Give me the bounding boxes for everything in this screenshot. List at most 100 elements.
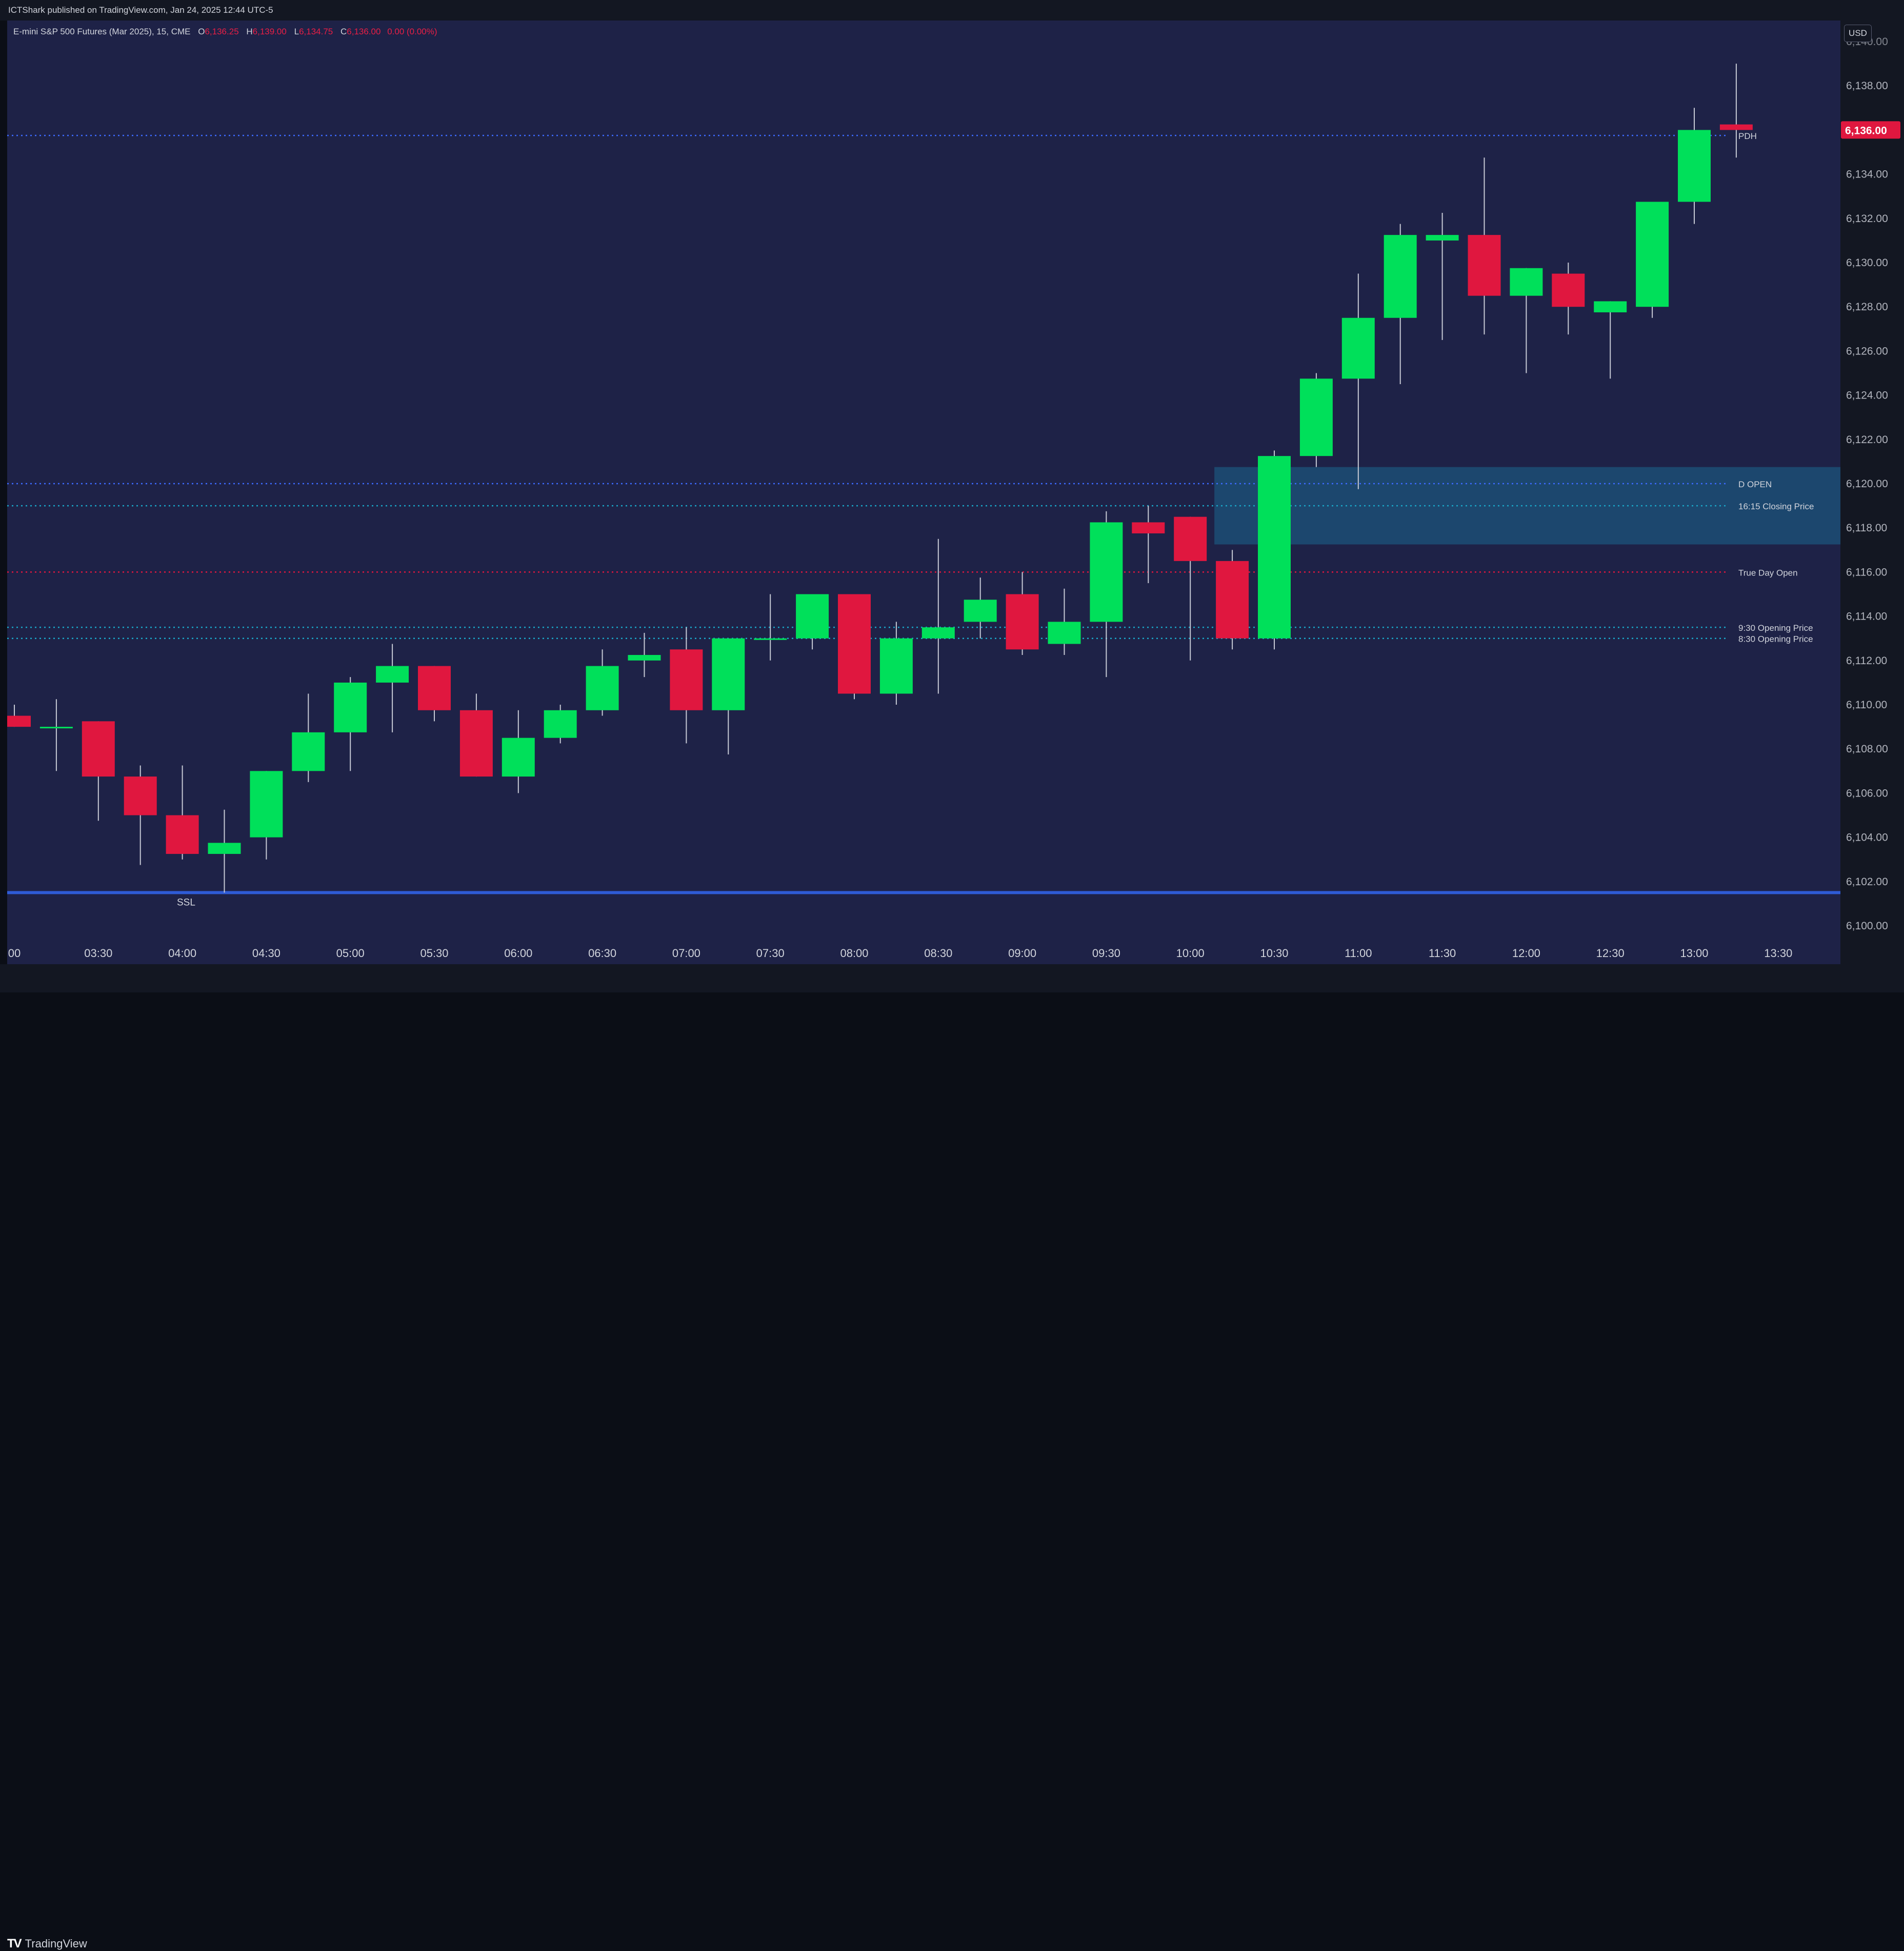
price-tick-label: 6,128.00 (1846, 301, 1888, 313)
candle-body (1216, 561, 1249, 639)
price-tick-label: 6,114.00 (1846, 611, 1887, 623)
time-tick-label: 13:00 (1680, 947, 1708, 960)
candle-body (712, 638, 745, 710)
time-tick-label: 05:00 (336, 947, 365, 960)
candle-body (7, 715, 31, 727)
candle-body (1341, 317, 1375, 379)
level-label: True Day Open (1738, 568, 1798, 578)
candle-body (586, 666, 619, 710)
time-tick-label: 00 (8, 947, 21, 960)
price-tick-label: 6,102.00 (1846, 876, 1888, 888)
time-tick-label: 04:30 (252, 947, 280, 960)
low-value: 6,134.75 (299, 27, 333, 36)
open-value: 6,136.25 (205, 27, 239, 36)
time-tick-label: 06:30 (588, 947, 616, 960)
price-tick-label: 6,122.00 (1846, 434, 1888, 446)
candle-body (628, 655, 661, 661)
candle-body (166, 815, 199, 854)
time-tick-label: 12:30 (1596, 947, 1625, 960)
time-tick-label: 04:00 (168, 947, 196, 960)
candle-body (921, 627, 955, 639)
change-value: 0.00 (0.00%) (387, 27, 437, 36)
time-tick-label: 09:30 (1092, 947, 1120, 960)
candlestick-chart[interactable]: PDH D OPEN 16:15 Closing Price True Day Ope… (0, 0, 1904, 992)
candle-body (334, 682, 367, 732)
time-tick-label: 06:00 (504, 947, 532, 960)
time-tick-label: 11:00 (1345, 947, 1372, 960)
candle-body (459, 710, 493, 777)
tradingview-logo-icon: TV (7, 1937, 22, 1950)
open-label: O (198, 27, 205, 36)
candle-body (250, 771, 283, 838)
time-tick-label: 03:30 (84, 947, 112, 960)
brand-label: TradingView (25, 1937, 87, 1950)
candle-body (1510, 268, 1543, 296)
tradingview-brand[interactable]: TV TradingView (7, 1937, 87, 1951)
time-tick-label: 07:00 (672, 947, 700, 960)
time-tick-label: 07:30 (756, 947, 785, 960)
price-tick-label: 6,138.00 (1846, 80, 1888, 92)
low-label: L (294, 27, 299, 36)
close-label: C (340, 27, 347, 36)
level-label: SSL (177, 897, 195, 908)
level-label: 16:15 Closing Price (1738, 502, 1814, 511)
candle-body (82, 721, 115, 777)
candle-body (124, 777, 157, 815)
time-tick-label: 09:00 (1008, 947, 1036, 960)
candle-body (1719, 124, 1753, 130)
price-axis[interactable] (1840, 21, 1904, 964)
last-price-badge (1841, 121, 1900, 139)
price-tick-label: 6,106.00 (1846, 787, 1888, 799)
candle-body (418, 666, 451, 710)
candle-body (376, 666, 409, 683)
price-tick-label: 6,118.00 (1846, 522, 1887, 534)
time-tick-label: 11:30 (1429, 947, 1456, 960)
candle-body (208, 843, 241, 854)
price-tick-label: 6,116.00 (1846, 566, 1887, 578)
candle-body (1090, 522, 1123, 622)
high-value: 6,139.00 (252, 27, 287, 36)
candle-body (796, 594, 829, 639)
price-tick-label: 6,112.00 (1846, 655, 1887, 667)
candle-body (1426, 235, 1459, 241)
publisher-text: ICTShark published on TradingView.com, J… (8, 5, 273, 15)
currency-button[interactable]: USD (1844, 25, 1872, 42)
price-tick-label: 6,124.00 (1846, 390, 1888, 402)
price-tick-label: 6,132.00 (1846, 213, 1888, 225)
time-tick-label: 12:00 (1512, 947, 1540, 960)
level-label: D OPEN (1738, 480, 1772, 489)
publisher-bar: ICTShark published on TradingView.com, J… (0, 0, 1904, 21)
candle-body (39, 727, 73, 729)
level-label: 9:30 Opening Price (1738, 623, 1813, 633)
candle-body (879, 638, 913, 694)
candle-body (1258, 456, 1291, 639)
price-tick-label: 6,130.00 (1846, 257, 1888, 269)
price-tick-label: 6,110.00 (1846, 699, 1887, 711)
price-tick-label: 6,120.00 (1846, 478, 1888, 490)
last-price-label: 6,136.00 (1845, 125, 1887, 136)
candle-body (1468, 235, 1501, 296)
price-tick-label: 6,126.00 (1846, 345, 1888, 357)
time-tick-label: 08:30 (924, 947, 952, 960)
candle-body (1048, 622, 1081, 644)
candle-body (1678, 130, 1711, 202)
candle-body (1636, 202, 1669, 307)
candle-body (1006, 594, 1039, 650)
time-tick-label: 10:00 (1176, 947, 1205, 960)
candle-body (544, 710, 577, 738)
high-label: H (246, 27, 253, 36)
candle-body (1132, 522, 1165, 533)
candle-body (1174, 516, 1207, 561)
candle-body (292, 732, 325, 771)
symbol-legend: E-mini S&P 500 Futures (Mar 2025), 15, C… (13, 27, 437, 37)
candle-body (1299, 379, 1333, 456)
price-tick-label: 6,108.00 (1846, 743, 1888, 755)
price-tick-label: 6,104.00 (1846, 832, 1888, 844)
candle-body (1594, 301, 1627, 312)
candle-body (964, 600, 997, 622)
time-tick-label: 13:30 (1764, 947, 1792, 960)
candle-body (670, 649, 703, 710)
time-tick-label: 05:30 (420, 947, 448, 960)
candle-body (502, 738, 535, 777)
level-label: PDH (1738, 131, 1757, 141)
